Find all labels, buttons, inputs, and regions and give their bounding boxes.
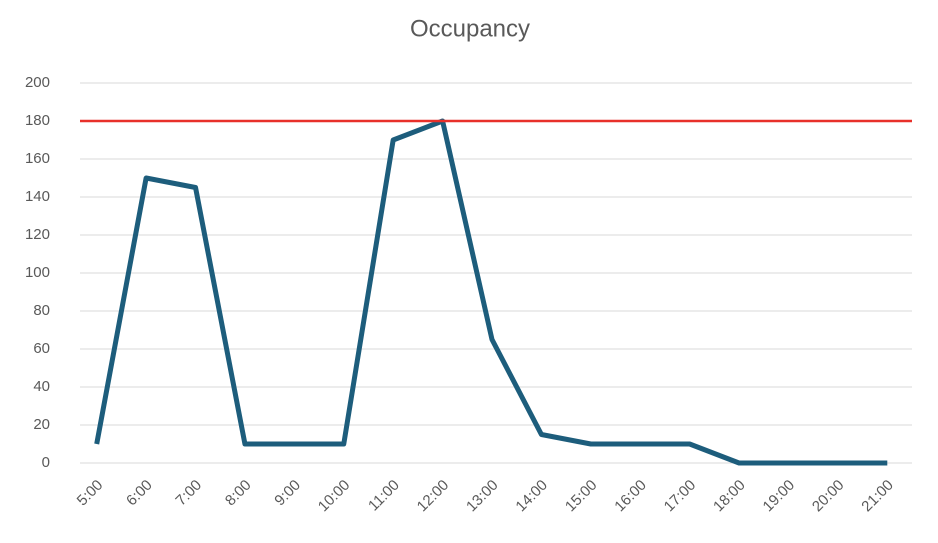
y-tick-label: 80 (33, 302, 50, 319)
y-tick-label: 160 (25, 150, 50, 167)
y-tick-label: 180 (25, 112, 50, 129)
x-tick-label: 8:00 (222, 477, 255, 510)
x-tick-label: 9:00 (271, 477, 304, 510)
x-tick-label: 21:00 (858, 477, 897, 516)
y-tick-label: 120 (25, 226, 50, 243)
y-tick-label: 200 (25, 74, 50, 91)
x-tick-label: 10:00 (315, 477, 354, 516)
x-tick-label: 6:00 (123, 477, 156, 510)
x-tick-label: 16:00 (611, 477, 650, 516)
y-tick-label: 60 (33, 340, 50, 357)
x-tick-label: 5:00 (74, 477, 107, 510)
y-tick-label: 100 (25, 264, 50, 281)
y-tick-label: 140 (25, 188, 50, 205)
x-tick-label: 17:00 (661, 477, 700, 516)
x-tick-label: 12:00 (414, 477, 453, 516)
data-line (94, 118, 888, 466)
x-tick-label: 18:00 (710, 477, 749, 516)
y-tick-label: 20 (33, 416, 50, 433)
x-tick-label: 14:00 (512, 477, 551, 516)
chart-title: Occupancy (410, 15, 530, 42)
x-tick-label: 15:00 (562, 477, 601, 516)
x-tick-label: 7:00 (172, 477, 205, 510)
x-tick-label: 19:00 (760, 477, 799, 516)
x-tick-label: 11:00 (365, 477, 403, 515)
x-tick-label: 20:00 (809, 477, 848, 516)
y-tick-label: 40 (33, 378, 50, 395)
y-tick-label: 0 (42, 454, 50, 471)
x-tick-label: 13:00 (463, 477, 502, 516)
